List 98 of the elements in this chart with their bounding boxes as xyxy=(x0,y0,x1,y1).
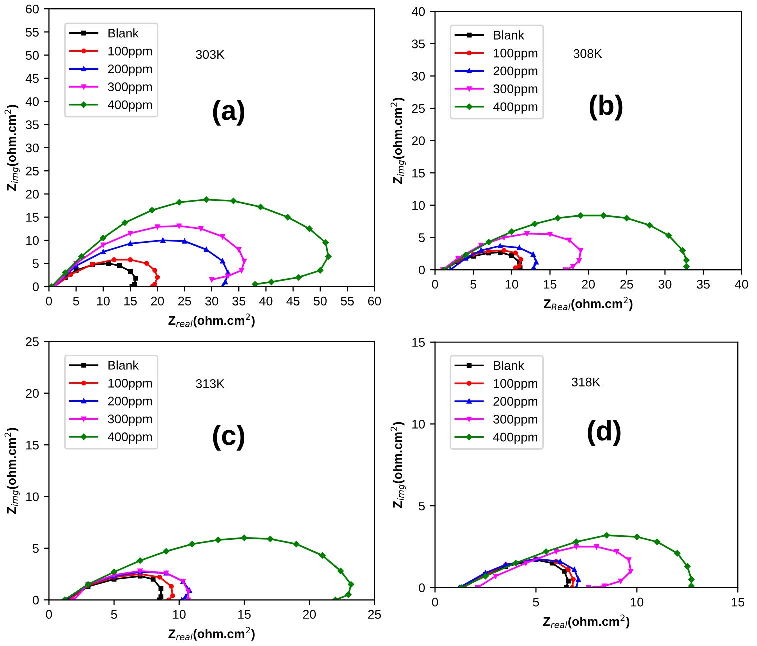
x-tick-label: 50 xyxy=(314,296,327,306)
legend-label: 300ppm xyxy=(108,82,152,94)
x-axis-title: Z$_{real}$(ohm.cm$^{2}$) xyxy=(168,314,255,328)
annotation: 303K xyxy=(196,50,225,60)
x-tick-label: 10 xyxy=(97,296,110,306)
x-tick-label: 30 xyxy=(658,280,672,289)
y-tick-label: 10 xyxy=(26,236,39,246)
legend-label: 200ppm xyxy=(108,396,152,408)
y-tick-label: 5 xyxy=(419,234,426,242)
x-tick-label: 55 xyxy=(341,297,354,306)
x-tick-label: 20 xyxy=(582,280,596,289)
legend-label: 100ppm xyxy=(108,46,152,58)
y-tick-label: 20 xyxy=(26,389,39,398)
x-axis-title: Z$_{real}$(ohm.cm$^{2}$) xyxy=(543,614,630,629)
y-tick-label: 5 xyxy=(419,502,426,511)
y-tick-label: 25 xyxy=(26,166,39,176)
x-tick-label: 25 xyxy=(620,280,634,289)
x-tick-label: 5 xyxy=(470,280,477,289)
annotation: (a) xyxy=(213,100,245,126)
y-tick-label: 15 xyxy=(26,213,39,222)
legend-label: 100ppm xyxy=(494,379,538,391)
y-tick-label: 60 xyxy=(26,4,39,14)
x-tick-label: 30 xyxy=(205,296,218,306)
y-axis-title: Z$_{img}$(ohm.cm$^{2}$) xyxy=(4,105,20,192)
x-tick-label: 20 xyxy=(303,610,316,620)
legend-label: Blank xyxy=(108,28,140,38)
legend-label: 200ppm xyxy=(494,397,538,408)
x-axis-title: Z$_{Real}$(ohm.cm$^{2}$) xyxy=(544,296,633,311)
legend-label: 400ppm xyxy=(108,100,152,112)
x-tick-label: 20 xyxy=(151,296,164,306)
x-tick-label: 0 xyxy=(46,296,52,306)
y-tick-label: 30 xyxy=(412,72,426,81)
x-tick-label: 15 xyxy=(732,598,745,607)
legend-label: 200ppm xyxy=(494,66,538,78)
x-tick-label: 5 xyxy=(111,610,118,620)
x-axis-title: Z$_{real}$(ohm.cm$^{2}$) xyxy=(168,627,255,641)
x-tick-label: 40 xyxy=(735,280,748,289)
y-axis-title: Z$_{img}$(ohm.cm$^{2}$) xyxy=(390,422,406,508)
x-tick-label: 25 xyxy=(368,610,382,620)
legend-label: Blank xyxy=(108,360,140,370)
y-tick-label: 10 xyxy=(412,420,426,429)
legend-label: 100ppm xyxy=(494,48,538,60)
x-tick-label: 15 xyxy=(124,297,138,306)
x-tick-label: 0 xyxy=(432,280,438,289)
y-tick-label: 40 xyxy=(26,97,39,106)
x-tick-label: 10 xyxy=(173,610,186,620)
y-tick-label: 55 xyxy=(26,28,39,37)
x-tick-label: 15 xyxy=(544,280,557,289)
y-tick-label: 20 xyxy=(412,136,426,146)
x-tick-label: 5 xyxy=(533,598,540,607)
legend-label: Blank xyxy=(494,30,525,40)
y-tick-label: 25 xyxy=(412,104,426,114)
x-tick-label: 35 xyxy=(232,296,246,306)
y-tick-label: 50 xyxy=(26,51,39,60)
y-tick-label: 15 xyxy=(26,441,39,450)
y-tick-label: 15 xyxy=(412,338,426,348)
legend-label: 400ppm xyxy=(494,102,538,114)
y-tick-label: 0 xyxy=(419,266,426,275)
legend-label: 100ppm xyxy=(108,378,152,390)
x-tick-label: 60 xyxy=(368,296,382,306)
x-tick-label: 45 xyxy=(286,297,300,306)
y-axis-title: Z$_{img}$(ohm.cm$^{2}$) xyxy=(4,428,20,514)
legend-label: 200ppm xyxy=(108,64,152,76)
annotation: (d) xyxy=(588,420,621,446)
y-tick-label: 10 xyxy=(412,201,426,210)
y-tick-label: 35 xyxy=(26,120,39,130)
annotation: 318K xyxy=(572,378,601,387)
annotation: (b) xyxy=(590,94,623,121)
y-tick-label: 5 xyxy=(33,260,39,268)
legend-label: Blank xyxy=(494,360,524,370)
legend-label: 300ppm xyxy=(494,84,538,96)
y-tick-label: 15 xyxy=(412,169,426,178)
y-tick-label: 30 xyxy=(26,144,39,153)
y-tick-label: 45 xyxy=(26,74,39,84)
x-tick-label: 40 xyxy=(260,296,273,306)
y-tick-label: 5 xyxy=(33,544,39,554)
x-tick-label: 25 xyxy=(178,296,192,306)
annotation: (c) xyxy=(213,424,245,451)
y-axis-title: Z$_{img}$(ohm.cm$^{2}$) xyxy=(390,98,406,184)
y-tick-label: 0 xyxy=(419,584,426,593)
x-tick-label: 0 xyxy=(46,610,52,620)
x-tick-label: 35 xyxy=(697,280,710,289)
y-tick-label: 25 xyxy=(26,338,39,346)
x-tick-label: 0 xyxy=(432,598,438,607)
annotation: 308K xyxy=(574,49,602,58)
y-tick-label: 10 xyxy=(26,492,39,502)
x-tick-label: 15 xyxy=(238,610,251,620)
y-tick-label: 40 xyxy=(412,7,426,16)
legend-label: 300ppm xyxy=(494,415,538,426)
y-tick-label: 35 xyxy=(412,40,426,49)
x-tick-label: 10 xyxy=(631,598,644,607)
x-tick-label: 10 xyxy=(506,280,518,289)
legend-label: 400ppm xyxy=(493,432,538,444)
legend-label: 400ppm xyxy=(108,432,152,444)
x-tick-label: 5 xyxy=(73,297,80,306)
annotation: 313K xyxy=(196,380,225,388)
y-tick-label: 20 xyxy=(26,190,39,199)
legend-label: 300ppm xyxy=(108,414,152,426)
